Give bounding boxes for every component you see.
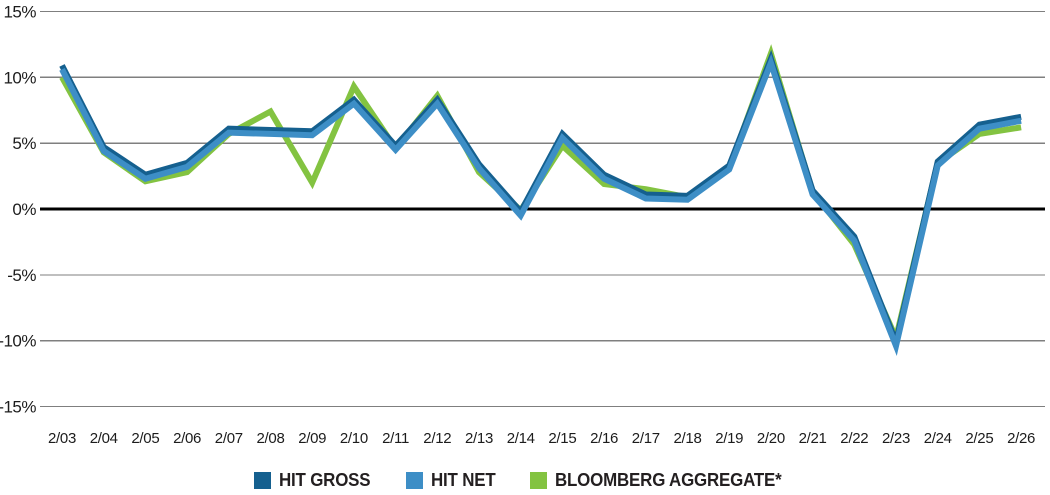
x-tick-label: 2/15 — [548, 430, 576, 447]
legend-item-hit-net: HIT NET — [406, 470, 500, 491]
x-tick-label: 2/08 — [257, 430, 285, 447]
x-tick-label: 2/13 — [465, 430, 493, 447]
x-tick-label: 2/22 — [840, 430, 868, 447]
x-tick-label: 2/20 — [757, 430, 785, 447]
x-tick-label: 2/05 — [131, 430, 159, 447]
legend-label-hit-net: HIT NET — [431, 470, 496, 490]
series-line-hit-net — [59, 53, 1022, 357]
x-tick-label: 2/16 — [590, 430, 618, 447]
legend-swatch-bloomberg-aggregate — [529, 472, 547, 489]
x-tick-label: 2/25 — [965, 430, 993, 447]
legend-item-bloomberg-aggregate: BLOOMBERG AGGREGATE* — [529, 470, 796, 491]
x-tick-label: 2/17 — [632, 430, 660, 447]
x-tick-label: 2/12 — [423, 430, 451, 447]
x-tick-label: 2/11 — [382, 430, 409, 447]
legend-item-hit-gross: HIT GROSS — [254, 470, 376, 491]
x-tick-label: 2/26 — [1007, 430, 1035, 447]
y-tick-label: 15% — [3, 2, 36, 21]
y-tick-label: -10% — [0, 332, 36, 351]
x-tick-label: 2/24 — [924, 430, 952, 447]
x-tick-label: 2/18 — [674, 430, 702, 447]
x-tick-label: 2/19 — [715, 430, 743, 447]
x-tick-label: 2/03 — [48, 430, 76, 447]
legend-label-hit-gross: HIT GROSS — [279, 470, 371, 490]
y-tick-label: 10% — [3, 68, 36, 87]
legend-label-bloomberg-aggregate: BLOOMBERG AGGREGATE* — [554, 470, 782, 490]
x-tick-label: 2/21 — [799, 430, 827, 447]
y-tick-label: 0% — [12, 200, 36, 219]
legend-swatch-hit-net — [406, 472, 424, 489]
y-tick-label: -5% — [7, 266, 36, 285]
x-tick-label: 2/09 — [298, 430, 326, 447]
x-tick-label: 2/06 — [173, 430, 201, 447]
x-tick-label: 2/10 — [340, 430, 368, 447]
legend-swatch-hit-gross — [254, 472, 272, 489]
x-tick-label: 2/04 — [90, 430, 118, 447]
x-tick-label: 2/07 — [215, 430, 243, 447]
chart-legend: HIT GROSS HIT NET BLOOMBERG AGGREGATE* — [0, 470, 1050, 491]
y-tick-label: 5% — [12, 134, 36, 153]
x-tick-label: 2/23 — [882, 430, 910, 447]
chart-plot-area: 15% 10% 5% 0% -5% -10% -15% 2/03 2/04 2/05 2/06 2/0… — [0, 2, 1045, 447]
x-tick-label: 2/14 — [507, 430, 535, 447]
y-tick-label: -15% — [0, 398, 36, 417]
